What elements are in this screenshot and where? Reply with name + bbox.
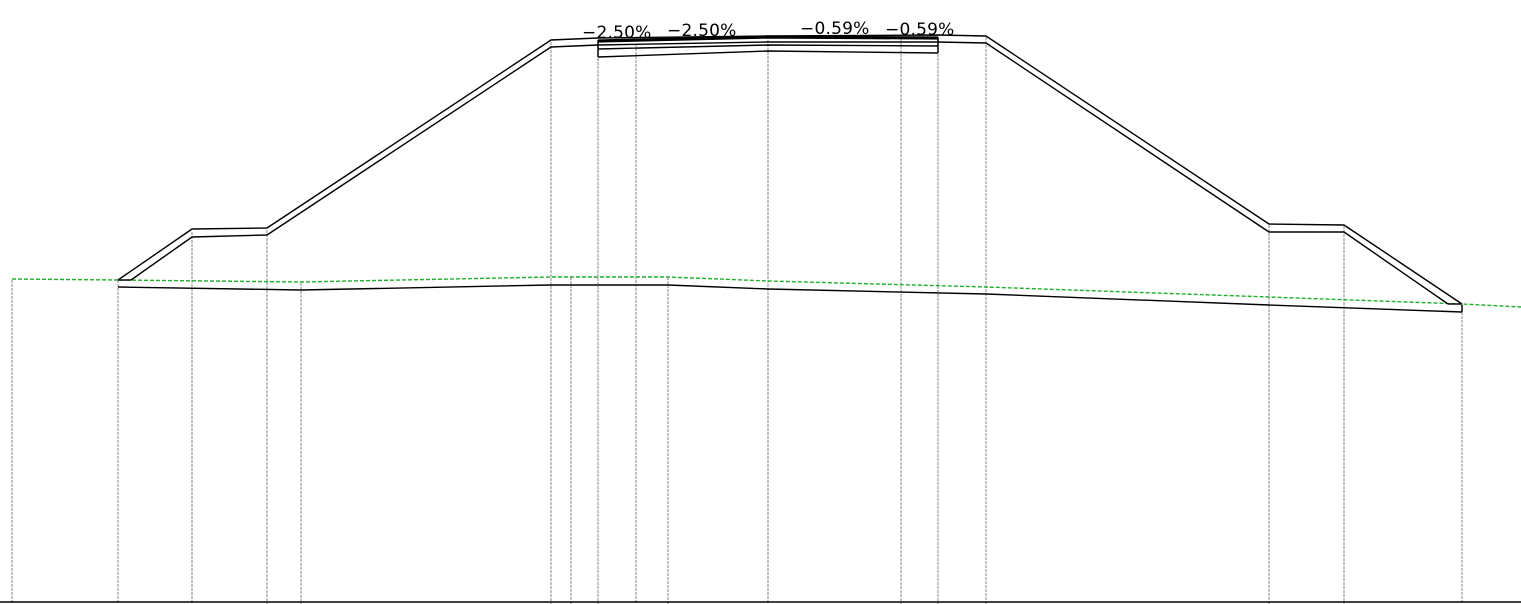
- pavement-layer-2: [597, 44, 939, 50]
- pavement-layers: [597, 35, 939, 58]
- slope-label-right-inner: −0.59%: [800, 19, 869, 39]
- embankment-outer-line: [117, 34, 1463, 305]
- slope-label-right-outer: −0.59%: [885, 20, 954, 40]
- slope-label-left-inner: −2.50%: [667, 21, 736, 41]
- existing-ground-line: [11, 276, 1521, 308]
- pavement-surface-line: [597, 35, 939, 43]
- station-lines: [11, 36, 1463, 604]
- subgrade-line: [117, 284, 1463, 313]
- slope-label-left-outer: −2.50%: [582, 23, 651, 43]
- embankment-inner-line: [130, 41, 1449, 305]
- pavement-layer-3: [597, 50, 939, 58]
